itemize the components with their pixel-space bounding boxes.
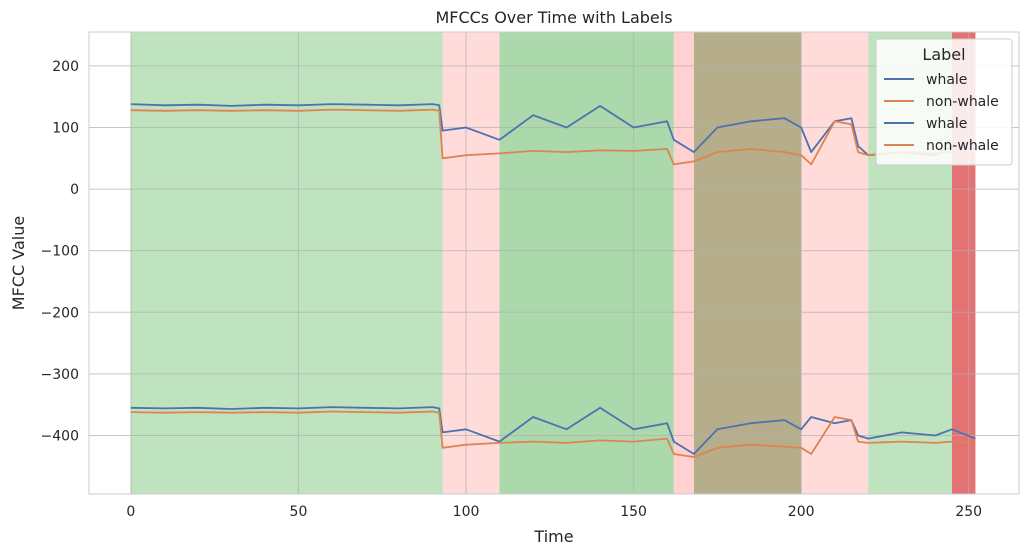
legend-entry-label: whale [926, 116, 967, 132]
x-tick-label: 150 [620, 504, 647, 520]
x-tick-label: 100 [453, 504, 480, 520]
x-tick-label: 200 [788, 504, 815, 520]
chart-title: MFCCs Over Time with Labels [435, 8, 672, 27]
label-band [801, 32, 869, 494]
legend-entry-label: non-whale [926, 138, 999, 154]
x-tick-labels: 0 50 100 150 200 250 [126, 504, 982, 520]
series-line-whale [130, 103, 976, 157]
x-tick-label: 0 [126, 504, 135, 520]
x-tick-label: 50 [290, 504, 308, 520]
series-line-non-whale [130, 410, 976, 458]
legend-entry-label: non-whale [926, 94, 999, 110]
series-line-whale [130, 406, 976, 455]
legend-entries: whale non-whale whale non-whale [884, 72, 999, 154]
y-tick-labels: 200 100 0 −100 −200 −300 −400 [41, 59, 79, 445]
legend: Label whale non-whale whale non-whale [875, 38, 1013, 166]
label-band [693, 32, 802, 494]
x-axis-label: Time [533, 527, 573, 546]
y-tick-label: −200 [41, 305, 79, 321]
legend-box [875, 38, 1013, 166]
legend-title: Label [922, 45, 965, 64]
label-band [499, 32, 674, 494]
x-tick-label: 250 [955, 504, 982, 520]
y-tick-label: −100 [41, 244, 79, 260]
y-tick-label: 100 [52, 120, 79, 136]
y-tick-label: 200 [52, 59, 79, 75]
y-axis-label: MFCC Value [9, 216, 28, 310]
y-tick-label: −300 [41, 367, 79, 383]
y-tick-label: 0 [70, 182, 79, 198]
label-band [130, 32, 443, 494]
legend-entry-label: whale [926, 72, 967, 88]
label-band [442, 32, 500, 494]
y-tick-label: −400 [41, 428, 79, 444]
label-band [673, 32, 694, 494]
plot-frame [88, 31, 1020, 495]
grid-lines [89, 32, 1019, 494]
series-lines [130, 103, 976, 458]
series-line-non-whale [130, 108, 976, 166]
